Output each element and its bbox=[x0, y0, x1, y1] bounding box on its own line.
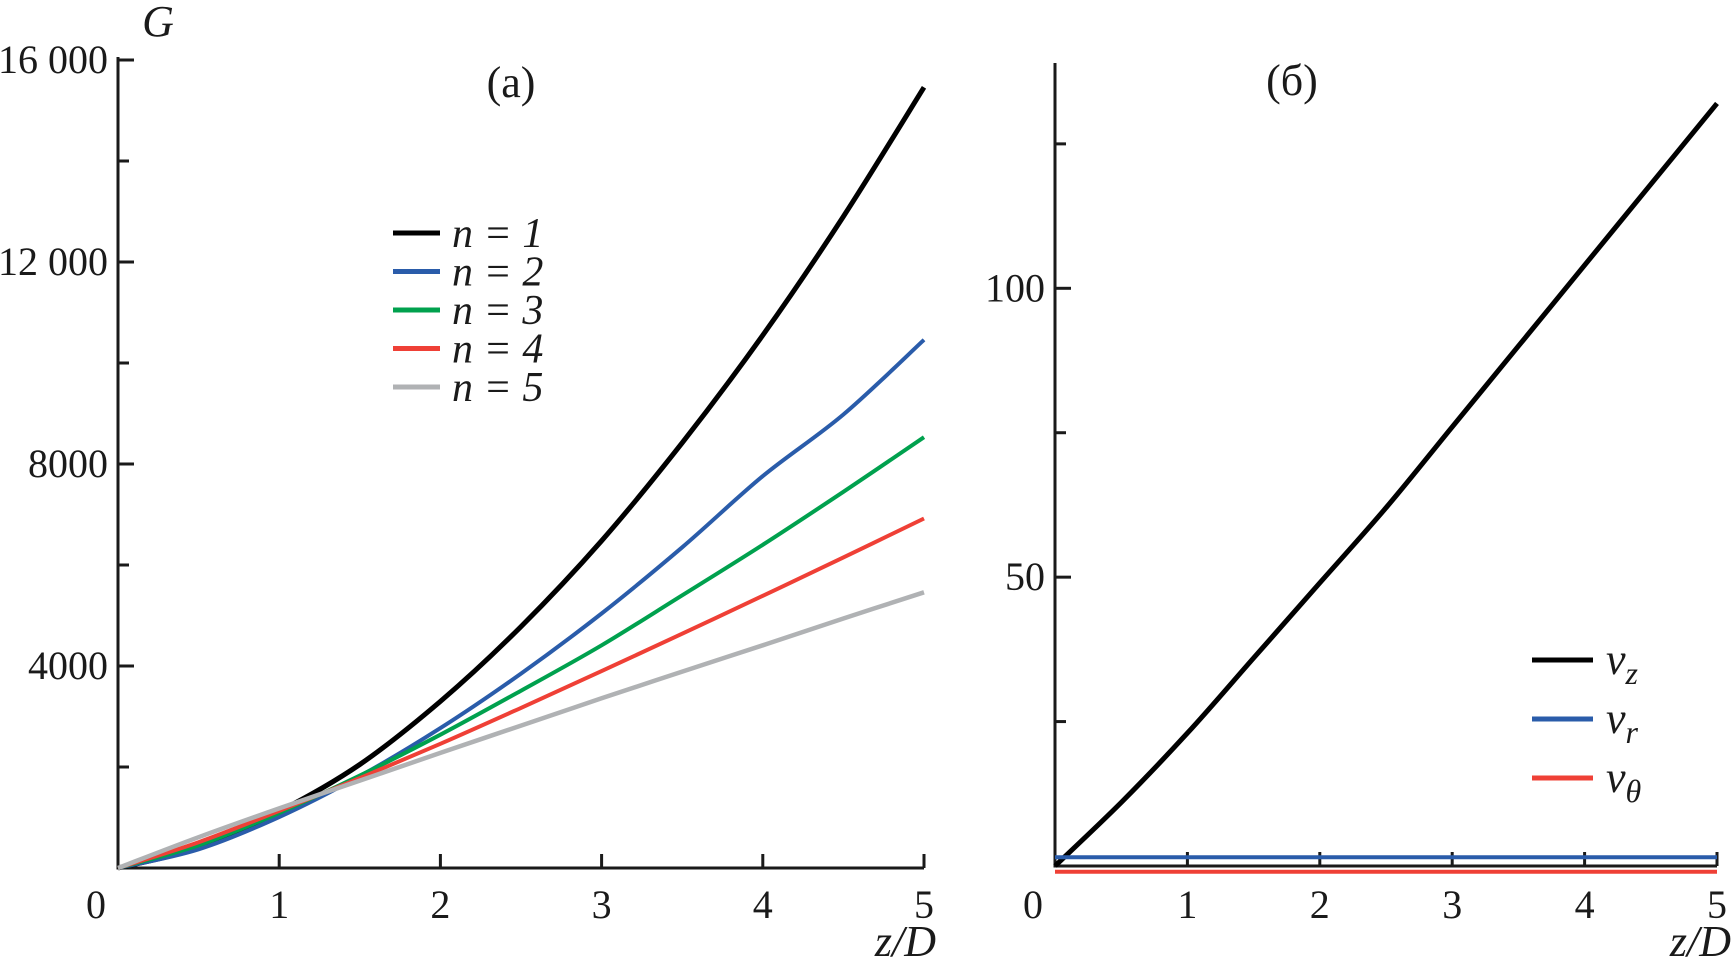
curve-n-1 bbox=[117, 85, 927, 871]
y-tick-label: 4000 bbox=[28, 643, 108, 688]
y-tick-label: 8000 bbox=[28, 441, 108, 486]
axes bbox=[1053, 63, 1717, 868]
legend-label-n-2: n = 2 bbox=[452, 250, 543, 296]
y-tick-label: 100 bbox=[985, 265, 1045, 310]
x-tick-label: 0 bbox=[86, 882, 106, 927]
x-tick-label: 1 bbox=[269, 882, 289, 927]
x-tick-label: 5 bbox=[1707, 882, 1727, 927]
legend-label-n-4: n = 4 bbox=[452, 327, 543, 373]
x-tick-label: 0 bbox=[1023, 882, 1043, 927]
panel-a-x-axis-title: z/D bbox=[874, 917, 936, 966]
x-tick-label: 4 bbox=[753, 882, 773, 927]
x-tick-label: 5 bbox=[914, 882, 934, 927]
panel-a-y-axis-title: G bbox=[142, 0, 174, 46]
panel-b-title: (б) bbox=[1266, 56, 1318, 105]
panel-b-x-axis-title: z/D bbox=[1669, 917, 1731, 966]
x-tick-label: 1 bbox=[1177, 882, 1197, 927]
curve-n-3 bbox=[117, 435, 926, 870]
panel-a: G (а) z/D 0 1 2 3 4 5 4000 8000 12 000 16 000 n = … bbox=[0, 0, 936, 966]
legend-label-n-1: n = 1 bbox=[452, 211, 543, 257]
legend-label-v-z: vz bbox=[1606, 635, 1639, 691]
legend-label-n-3: n = 3 bbox=[452, 288, 543, 334]
curve-v-z bbox=[1053, 101, 1719, 868]
axes bbox=[116, 57, 924, 870]
curve-n-4 bbox=[117, 516, 925, 870]
x-tick-label: 2 bbox=[1310, 882, 1330, 927]
legend-label-v-theta: vθ bbox=[1606, 753, 1641, 809]
x-tick-label: 4 bbox=[1575, 882, 1595, 927]
x-tick-label: 2 bbox=[430, 882, 450, 927]
x-tick-label: 3 bbox=[592, 882, 612, 927]
legend-label-n-5: n = 5 bbox=[452, 365, 543, 411]
panel-a-title: (а) bbox=[487, 58, 536, 107]
legend-label-v-r: vr bbox=[1606, 694, 1639, 750]
y-tick-label: 50 bbox=[1005, 554, 1045, 599]
y-tick-label: 16 000 bbox=[0, 37, 108, 82]
y-tick-label: 12 000 bbox=[0, 239, 108, 284]
curve-n-5 bbox=[117, 590, 925, 871]
x-tick-label: 3 bbox=[1442, 882, 1462, 927]
curve-n-2 bbox=[117, 338, 926, 870]
